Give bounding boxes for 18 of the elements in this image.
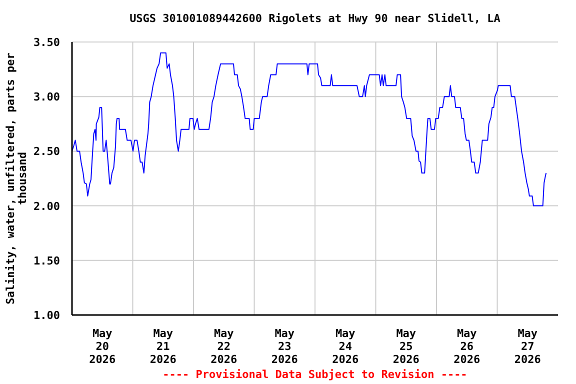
x-tick-label: May 25 2026	[392, 327, 420, 366]
y-tick-label: 3.50	[34, 36, 60, 49]
y-tick-label: 1.50	[34, 254, 60, 268]
x-tick-label: May 26 2026	[454, 327, 480, 366]
y-tick-label: 2.50	[34, 145, 60, 158]
chart-title: USGS 301001089442600 Rigolets at Hwy 90 near Slidell, LA	[128, 12, 502, 25]
line-series	[72, 52, 547, 206]
x-tick-label: May 23 2026	[271, 327, 298, 366]
y-tick-label: 2.00	[34, 200, 60, 213]
x-tick-label: May 24 2026	[332, 327, 359, 366]
y-tick-label: 3.00	[34, 90, 60, 104]
x-tick-label: May 27 2026	[514, 327, 542, 366]
text: ---- Provisional Data Subject to Revision ----	[162, 368, 468, 381]
x-tick-label: May 20 2026	[89, 327, 116, 366]
y-tick-label: 1.00	[34, 309, 60, 322]
x-tick-label: May 21 2026	[150, 327, 177, 366]
x-tick-label: May 22 2026	[210, 327, 238, 366]
y-axis-title: Salinity, water, unfiltered, parts per thousand	[4, 52, 29, 304]
